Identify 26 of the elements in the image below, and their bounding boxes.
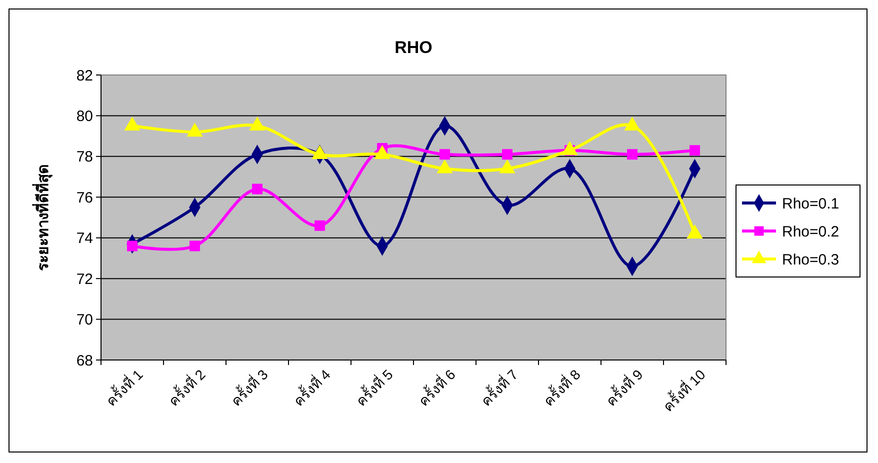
point <box>250 117 265 131</box>
point <box>627 149 638 160</box>
y-tick-label: 80 <box>76 108 93 125</box>
legend-label: Rho=0.3 <box>782 251 840 268</box>
y-tick-label: 82 <box>76 67 93 84</box>
legend-label: Rho=0.2 <box>782 223 840 240</box>
y-tick-label: 78 <box>76 148 93 166</box>
point <box>252 184 262 194</box>
point <box>187 123 202 137</box>
y-tick-label: 76 <box>76 189 93 206</box>
y-tick-label: 74 <box>76 230 93 248</box>
y-tick-label: 70 <box>76 312 93 329</box>
point <box>502 149 512 160</box>
point <box>440 149 450 160</box>
point <box>314 220 325 231</box>
point <box>124 117 140 131</box>
point <box>312 146 328 160</box>
y-tick-label: 72 <box>76 270 93 288</box>
point <box>624 117 640 131</box>
legend-label: Rho=0.1 <box>782 195 840 212</box>
y-axis-title: ระยะทางที่ดีที่สุด <box>32 164 53 271</box>
point <box>690 145 700 156</box>
point <box>190 240 200 252</box>
chart-title: RHO <box>394 38 432 57</box>
point <box>374 146 390 160</box>
y-tick-label: 68 <box>76 352 93 370</box>
